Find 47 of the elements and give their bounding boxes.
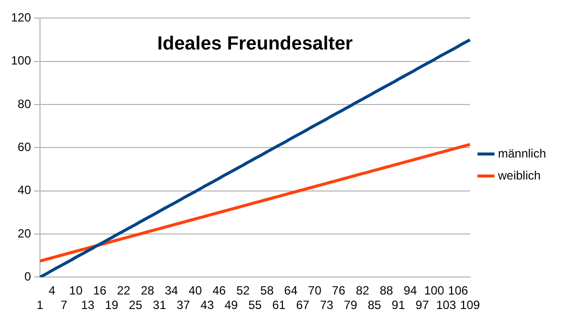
x-tick-label: 25 [128,298,143,312]
legend-label: weiblich [496,168,541,182]
x-tick-label: 106 [448,284,468,298]
x-tick-label: 31 [152,298,166,312]
x-tick-label: 1 [36,298,44,312]
y-tick-label: 20 [18,226,32,240]
y-tick-label: 80 [18,96,32,111]
x-tick-label: 49 [224,298,238,312]
x-tick-label: 19 [105,298,119,312]
x-tick-label: 46 [212,284,226,298]
x-tick-label: 79 [344,298,358,312]
y-tick-label: 60 [18,140,32,154]
text: Ideales Freundesalter [157,33,354,54]
x-tick-label: 37 [176,298,190,312]
x-tick-label: 103 [436,298,456,312]
legend-label: männlich [498,146,546,160]
x-tick-label: 52 [236,284,250,298]
x-tick-label: 16 [93,284,107,298]
x-tick-label: 4 [48,284,56,298]
x-tick-label: 22 [116,284,131,298]
x-tick-label: 85 [368,298,382,312]
x-tick-label: 7 [60,298,68,312]
y-tick-label: 40 [18,183,32,198]
x-tick-label: 100 [424,284,444,298]
x-tick-label: 94 [404,284,418,298]
y-tick-label: 120 [10,10,32,25]
x-tick-label: 55 [248,298,262,312]
y-tick-label: 0 [24,270,32,284]
x-tick-label: 76 [332,284,346,298]
x-tick-label: 64 [284,284,298,298]
x-tick-label: 10 [69,284,83,298]
x-tick-label: 67 [296,298,310,312]
x-tick-label: 40 [188,284,202,298]
x-tick-label: 88 [380,284,394,298]
x-tick-label: 97 [416,298,430,312]
x-tick-label: 34 [164,284,178,298]
x-tick-label: 82 [356,284,370,298]
x-tick-label: 61 [272,298,286,312]
x-tick-label: 109 [460,298,480,312]
x-tick-label: 70 [308,284,322,298]
x-tick-label: 91 [392,298,406,312]
x-tick-label: 28 [140,284,155,298]
x-tick-label: 58 [260,284,274,298]
x-tick-label: 73 [320,298,334,312]
x-tick-label: 43 [200,298,214,312]
y-tick-label: 100 [10,54,32,68]
x-tick-label: 13 [81,298,95,312]
